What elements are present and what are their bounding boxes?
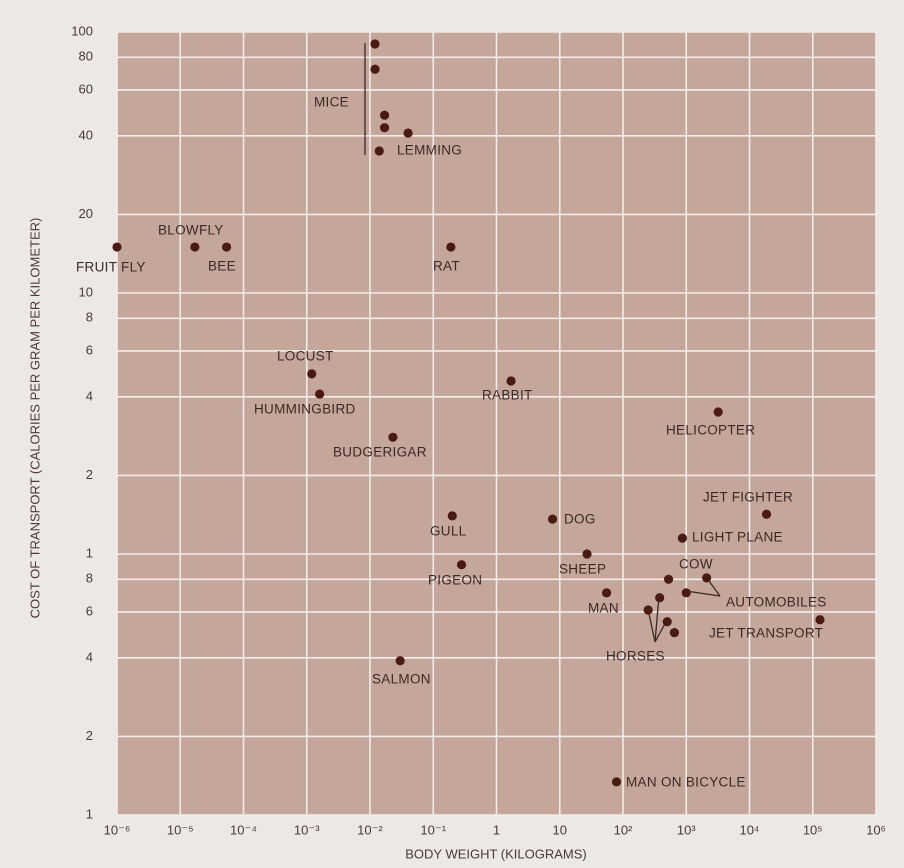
x-axis-label: BODY WEIGHT (KILOGRAMS) — [405, 846, 587, 861]
data-point — [702, 573, 712, 583]
point-label: RAT — [433, 259, 460, 274]
y-tick-label: 6 — [86, 603, 93, 618]
data-point — [582, 549, 592, 559]
point-label: RABBIT — [482, 388, 533, 403]
y-tick-label: 60 — [79, 81, 93, 96]
data-point — [761, 509, 772, 519]
data-point — [643, 605, 653, 615]
data-point — [374, 146, 384, 156]
point-label: HUMMINGBIRD — [254, 402, 356, 417]
data-point — [662, 617, 672, 627]
data-point — [663, 574, 674, 584]
point-label: MICE — [314, 95, 349, 110]
point-label: MAN — [588, 601, 619, 616]
data-point — [190, 242, 200, 252]
point-label: FRUIT FLY — [76, 260, 146, 275]
leader-line — [654, 595, 660, 643]
data-point — [315, 389, 325, 399]
point-label: HELICOPTER — [666, 423, 755, 438]
y-tick-label: 8 — [86, 571, 93, 586]
y-tick-label: 40 — [79, 127, 93, 142]
data-point — [379, 123, 390, 133]
data-point — [547, 514, 558, 524]
data-point — [655, 593, 665, 603]
x-tick-label: 10⁻¹ — [420, 822, 446, 837]
x-tick-label: 10⁶ — [866, 822, 886, 837]
point-label: JET TRANSPORT — [709, 626, 823, 641]
point-label: LEMMING — [397, 143, 462, 158]
x-tick-label: 10 — [553, 822, 567, 837]
data-point — [403, 128, 413, 138]
point-label: PIGEON — [428, 573, 482, 588]
point-label: JET FIGHTER — [703, 490, 793, 505]
x-tick-label: 10⁻⁴ — [230, 822, 257, 837]
x-tick-label: 10⁻⁵ — [167, 822, 194, 837]
point-label: GULL — [430, 524, 467, 539]
data-point — [370, 39, 380, 49]
y-tick-label: 10 — [79, 284, 93, 299]
data-point — [815, 615, 825, 625]
y-axis-label: COST OF TRANSPORT (CALORIES PER GRAM PER… — [27, 218, 42, 619]
x-tick-label: 10² — [614, 822, 633, 837]
point-label: SALMON — [372, 672, 431, 687]
y-tick-label: 2 — [86, 467, 93, 482]
point-label: AUTOMOBILES — [726, 595, 827, 610]
point-label: MAN ON BICYCLE — [626, 775, 746, 790]
data-point — [669, 627, 680, 638]
plot-layer: FRUIT FLY BLOWFLY BEE RAT MICE LEMMING LOCUST H… — [76, 39, 827, 790]
point-label: LIGHT PLANE — [692, 530, 783, 545]
data-point — [307, 369, 317, 379]
x-tick-label: 10⁴ — [739, 822, 759, 837]
data-point — [713, 407, 723, 417]
point-label: HORSES — [606, 649, 665, 664]
data-point — [379, 110, 390, 120]
data-point — [447, 511, 457, 521]
grid — [116, 31, 877, 816]
data-point — [388, 432, 398, 442]
point-label: LOCUST — [277, 349, 334, 364]
y-tick-label: 1 — [86, 545, 93, 560]
point-label: BEE — [208, 259, 236, 274]
y-tick-label: 2 — [86, 728, 93, 743]
data-point — [506, 376, 516, 386]
data-point — [221, 242, 232, 252]
x-tick-label: 1 — [493, 822, 500, 837]
leader-line — [685, 590, 721, 597]
y-tick-label: 80 — [79, 49, 93, 64]
data-point — [370, 64, 380, 74]
point-label: COW — [679, 557, 713, 572]
x-tick-label: 10⁻² — [357, 822, 383, 837]
y-tick-label: 100 — [71, 23, 93, 38]
point-label: BUDGERIGAR — [333, 445, 427, 460]
data-point — [456, 560, 467, 570]
data-point — [112, 242, 122, 252]
x-tick-label: 10⁻⁶ — [104, 822, 131, 837]
y-tick-label: 20 — [79, 206, 93, 221]
point-label: DOG — [564, 512, 596, 527]
data-point — [601, 588, 612, 598]
data-point — [446, 242, 456, 252]
x-tick-label: 10³ — [677, 822, 696, 837]
point-label: SHEEP — [559, 562, 606, 577]
y-tick-label: 4 — [86, 649, 93, 664]
data-point — [677, 533, 688, 543]
y-tick-label: 4 — [86, 388, 93, 403]
data-point — [611, 777, 622, 787]
x-tick-label: 10⁵ — [803, 822, 823, 837]
x-tick-label: 10⁻³ — [294, 822, 320, 837]
data-point — [395, 656, 405, 666]
point-label: BLOWFLY — [158, 223, 224, 238]
y-tick-label: 6 — [86, 342, 93, 357]
y-tick-label: 8 — [86, 310, 93, 325]
data-point — [681, 588, 691, 598]
y-tick-label: 1 — [86, 806, 93, 821]
